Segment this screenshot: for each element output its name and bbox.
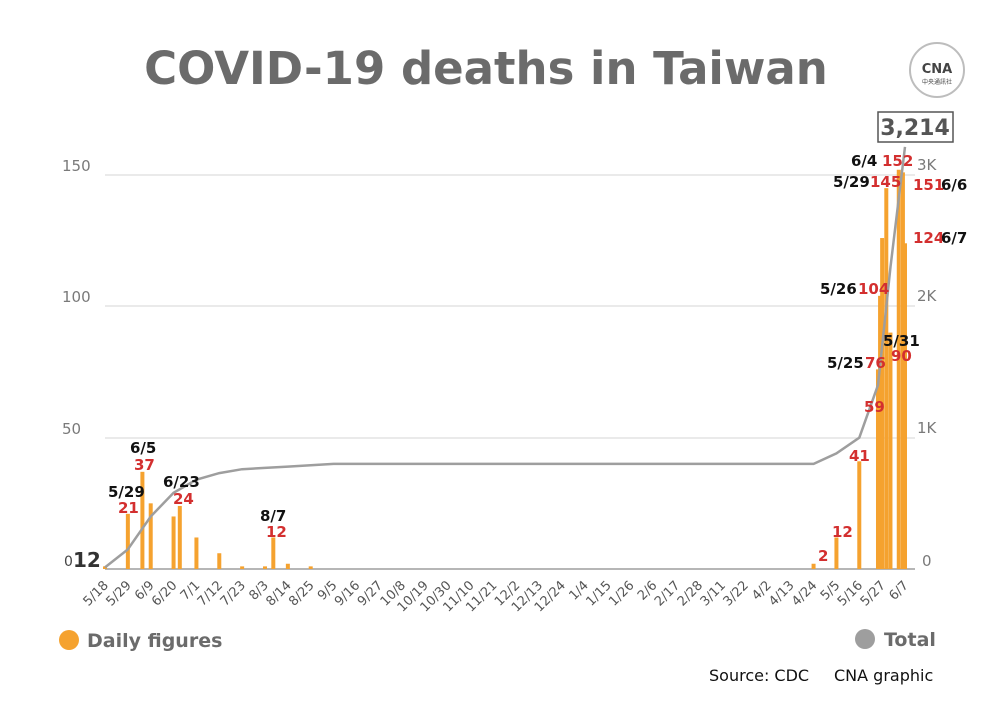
- grid-lines: [105, 174, 915, 570]
- annotation-value: 41: [849, 447, 870, 465]
- daily-bar: [240, 566, 245, 569]
- legend-daily-label: Daily figures: [87, 630, 222, 652]
- y-tick-left: 100: [62, 288, 91, 306]
- daily-bar: [834, 537, 839, 569]
- annotation-date: 6/7: [941, 229, 967, 247]
- daily-bar: [308, 566, 313, 569]
- annotation-date: 6/4: [851, 152, 877, 170]
- total-value: 3,214: [880, 116, 950, 141]
- x-tick-label: 1/26: [606, 578, 637, 609]
- annotations: 5/29 21 6/5 37 6/23 24 8/7 12 2 12 41 59…: [108, 152, 967, 565]
- annotation-date: 6/23: [163, 473, 200, 491]
- daily-bar: [103, 566, 107, 569]
- y-axis-right: 3K 2K 1K 0: [917, 156, 938, 570]
- y-tick-right: 2K: [917, 287, 938, 305]
- annotation-date: 5/29: [833, 173, 870, 191]
- daily-bars: [103, 169, 907, 570]
- start-value-right: 12: [73, 548, 101, 572]
- daily-bar: [857, 461, 862, 569]
- y-tick-left: 150: [62, 157, 91, 175]
- legend: Daily figures Total: [59, 629, 936, 652]
- daily-bar: [880, 238, 885, 570]
- x-tick-label: 5/27: [858, 578, 889, 609]
- annotation-date: 5/25: [827, 354, 864, 372]
- daily-bar: [903, 243, 907, 569]
- daily-bar: [271, 537, 276, 569]
- cna-logo: CNA 中央通訊社: [909, 42, 965, 98]
- daily-bar: [878, 295, 883, 569]
- chart-title: COVID-19 deaths in Taiwan: [144, 42, 828, 95]
- x-axis: 5/185/296/96/207/17/127/238/38/148/259/5…: [81, 578, 912, 615]
- daily-bar: [285, 563, 290, 569]
- daily-bar: [194, 537, 199, 569]
- logo-subtext: 中央通訊社: [922, 78, 952, 86]
- annotation-value: 24: [173, 490, 194, 508]
- daily-bar: [140, 471, 145, 569]
- y-tick-left: 50: [62, 420, 81, 438]
- annotation-value: 2: [818, 547, 828, 565]
- legend-total-label: Total: [884, 629, 936, 651]
- annotation-date: 6/6: [941, 176, 967, 194]
- footer: Source: CDC CNA graphic: [709, 666, 933, 685]
- x-tick-label: 6/7: [886, 578, 911, 603]
- legend-total-swatch: [855, 629, 875, 649]
- total-box-border: [877, 111, 954, 143]
- annotation-value: 124: [913, 229, 944, 247]
- y-tick-right: 0: [922, 552, 932, 570]
- annotation-date: 5/26: [820, 280, 857, 298]
- total-box: 3,214: [877, 111, 954, 143]
- legend-daily-swatch: [59, 630, 79, 650]
- daily-bar: [811, 563, 816, 569]
- daily-bar: [888, 332, 893, 569]
- daily-bar: [900, 172, 905, 569]
- daily-bar: [263, 566, 267, 569]
- x-tick-label: 5/29: [103, 578, 134, 609]
- annotation-date: 5/29: [108, 483, 145, 501]
- annotation-value: 76: [865, 354, 886, 372]
- x-tick-label: 4/24: [789, 578, 820, 609]
- annotation-value: 12: [832, 523, 853, 541]
- annotation-value: 145: [870, 173, 901, 191]
- daily-bar: [171, 516, 176, 569]
- daily-bar: [177, 505, 182, 569]
- daily-bar: [884, 188, 889, 569]
- annotation-date: 5/31: [883, 332, 920, 350]
- x-tick-label: 7/23: [218, 578, 249, 609]
- annotation-date: 6/5: [130, 439, 156, 457]
- y-tick-right: 3K: [917, 156, 938, 174]
- daily-bar: [148, 503, 153, 569]
- logo-text: CNA: [922, 62, 952, 77]
- annotation-date: 8/7: [260, 507, 286, 525]
- daily-bar: [875, 369, 880, 569]
- daily-bar: [125, 513, 130, 569]
- x-tick-label: 8/25: [286, 578, 317, 609]
- y-tick-right: 1K: [917, 419, 938, 437]
- annotation-value: 12: [266, 523, 287, 541]
- source-text: Source: CDC: [709, 666, 809, 685]
- annotation-value: 37: [134, 456, 155, 474]
- annotation-value: 21: [118, 499, 139, 517]
- credit-text: CNA graphic: [834, 666, 933, 685]
- x-tick-label: 3/22: [721, 578, 752, 609]
- annotation-value: 90: [891, 347, 912, 365]
- start-value-left: 0: [64, 554, 73, 570]
- daily-bar: [217, 553, 222, 569]
- total-line: [104, 146, 907, 569]
- start-value: 0 12: [64, 548, 101, 572]
- annotation-value: 152: [882, 152, 913, 170]
- annotation-value: 104: [858, 280, 889, 298]
- y-axis-left: 150 100 50: [62, 157, 91, 438]
- annotation-value: 59: [864, 398, 885, 416]
- x-tick-label: 6/20: [149, 578, 180, 609]
- daily-bar: [896, 169, 901, 569]
- logo-circle: [909, 42, 965, 98]
- annotation-value: 151: [913, 176, 944, 194]
